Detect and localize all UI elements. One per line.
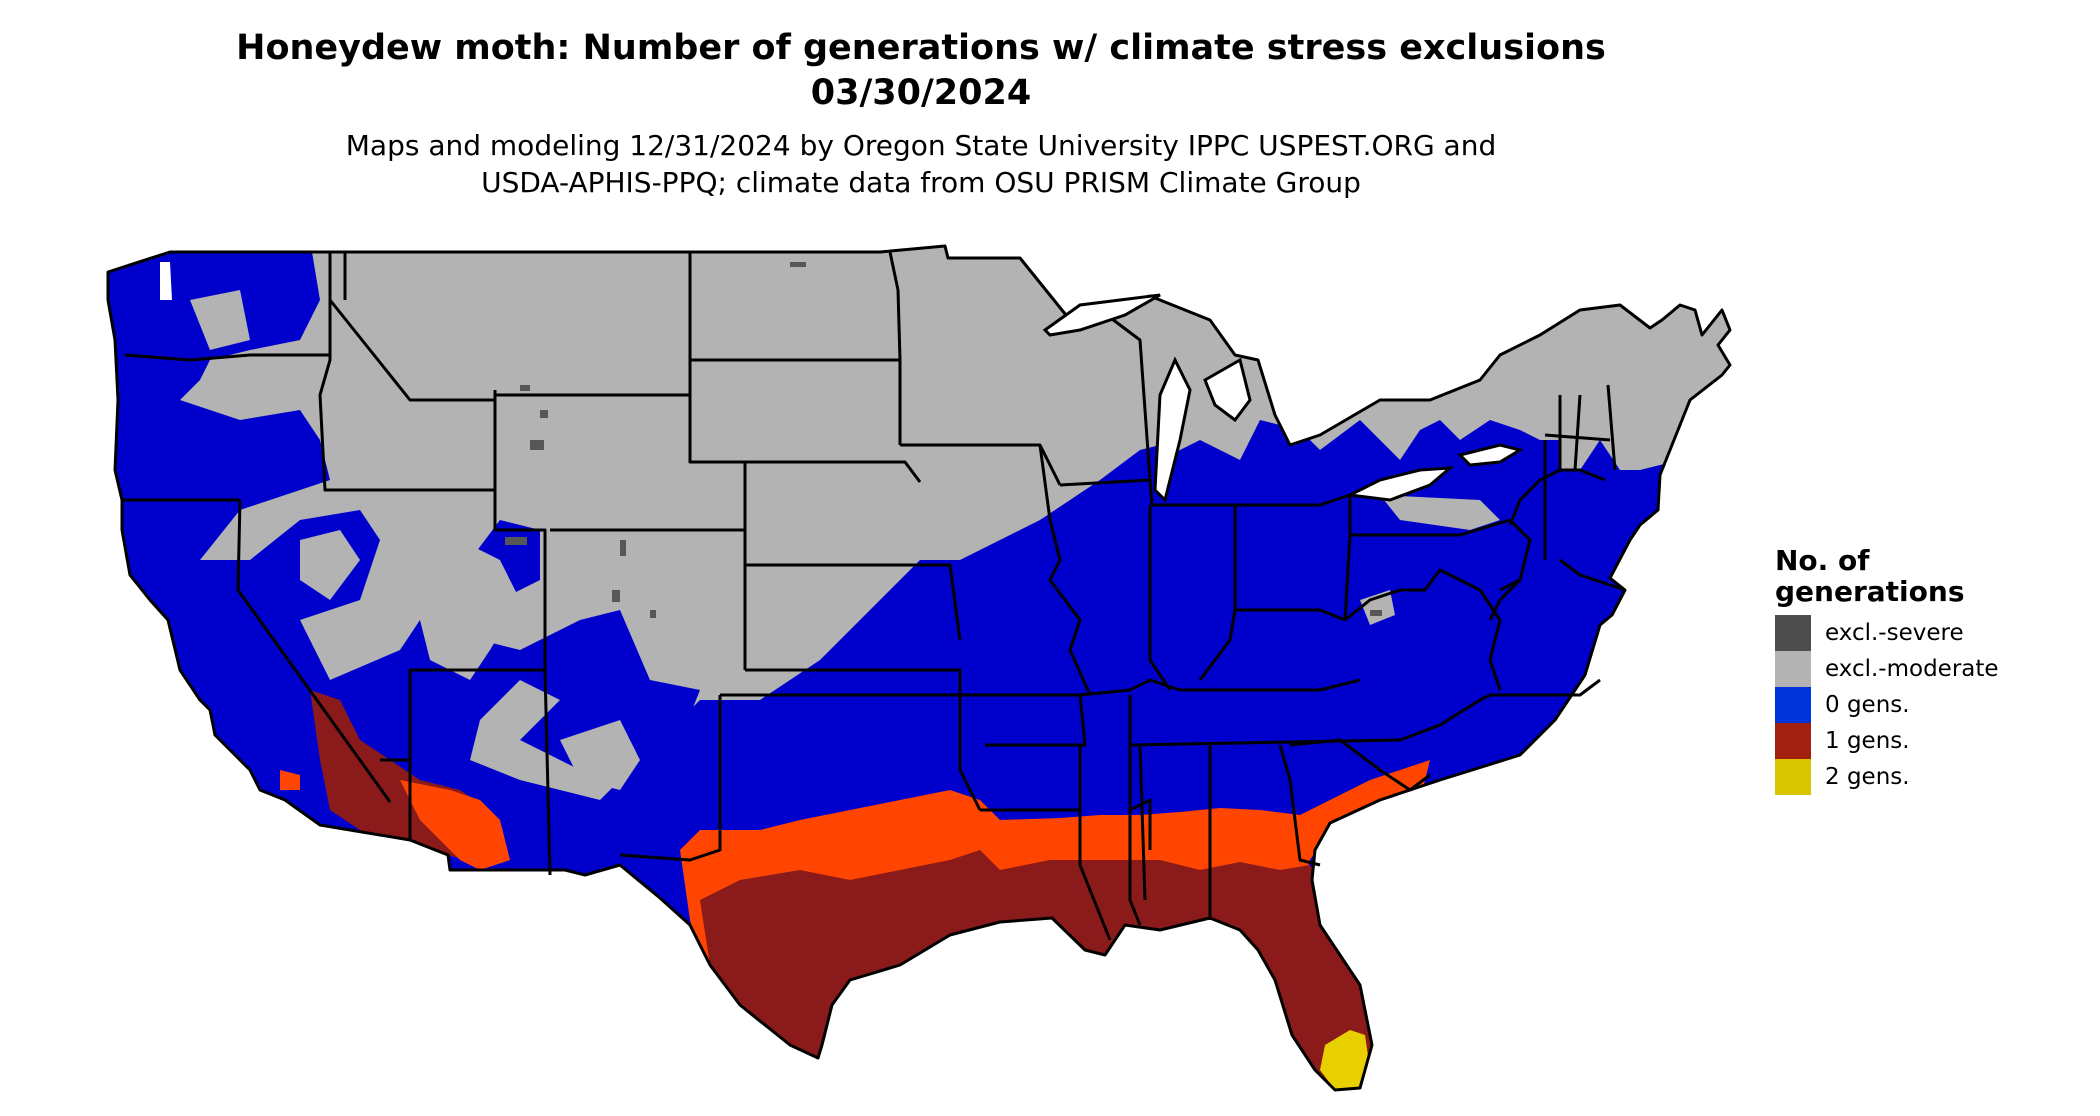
legend: No. of generations excl.-severe excl.-mod… — [1775, 545, 1999, 795]
credits-line-2: USDA-APHIS-PPQ; climate data from OSU PR… — [481, 166, 1361, 199]
zone-excl-moderate-patch — [1380, 495, 1500, 530]
legend-item: 1 gens. — [1775, 723, 1999, 759]
legend-swatch — [1775, 723, 1811, 759]
zone-excl-moderate-patch — [190, 290, 250, 350]
zone-2-gens — [1320, 1030, 1370, 1090]
legend-item: excl.-severe — [1775, 615, 1999, 651]
legend-item: excl.-moderate — [1775, 651, 1999, 687]
legend-swatch — [1775, 615, 1811, 651]
map-date: 03/30/2024 — [810, 73, 1032, 113]
puget-sound — [160, 262, 172, 300]
legend-items: excl.-severe excl.-moderate 0 gens. 1 gens.… — [1775, 615, 1999, 795]
zone-1-gens-dark — [700, 850, 1372, 1090]
legend-label: 2 gens. — [1825, 764, 1910, 790]
legend-title-line-2: generations — [1775, 575, 1965, 608]
zone-excl-moderate-patch — [1360, 590, 1395, 625]
zone-1-gens-light — [400, 780, 510, 870]
legend-swatch — [1775, 651, 1811, 687]
legend-item: 2 gens. — [1775, 759, 1999, 795]
legend-item: 0 gens. — [1775, 687, 1999, 723]
zone-1-gens-light — [280, 770, 300, 790]
legend-swatch — [1775, 759, 1811, 795]
legend-label: excl.-moderate — [1825, 656, 1999, 682]
legend-swatch — [1775, 687, 1811, 723]
zone-excl-moderate-patch — [400, 540, 520, 680]
legend-title-line-1: No. of — [1775, 544, 1870, 577]
map-title: Honeydew moth: Number of generations w/ … — [236, 28, 1606, 68]
zone-excl-moderate-patch — [300, 530, 360, 600]
zone-excl-moderate-patch — [560, 720, 640, 790]
great-lakes — [1042, 293, 1524, 503]
zone-excl-severe — [505, 262, 1382, 618]
us-outline — [106, 244, 1732, 1092]
state-borders — [106, 244, 1732, 1092]
legend-label: excl.-severe — [1825, 620, 1964, 646]
legend-label: 0 gens. — [1825, 692, 1910, 718]
legend-label: 1 gens. — [1825, 728, 1910, 754]
credits-line-1: Maps and modeling 12/31/2024 by Oregon S… — [345, 129, 1497, 162]
